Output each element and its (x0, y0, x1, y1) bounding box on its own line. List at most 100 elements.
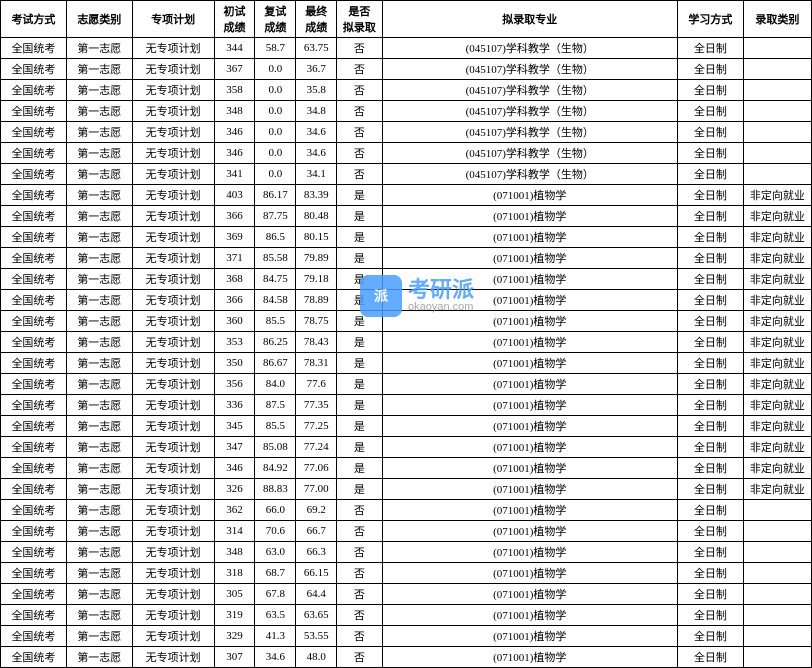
cell-exam: 全国统考 (1, 479, 67, 500)
cell-s2: 84.92 (255, 458, 296, 479)
cell-wish: 第一志愿 (66, 269, 132, 290)
cell-s1: 347 (214, 437, 255, 458)
cell-plan: 无专项计划 (132, 185, 214, 206)
cell-wish: 第一志愿 (66, 122, 132, 143)
cell-major: (071001)植物学 (382, 563, 677, 584)
cell-s3: 66.3 (296, 542, 337, 563)
cell-wish: 第一志愿 (66, 500, 132, 521)
table-row: 全国统考第一志愿无专项计划31470.666.7否(071001)植物学全日制 (1, 521, 812, 542)
cell-major: (045107)学科教学（生物） (382, 164, 677, 185)
table-row: 全国统考第一志愿无专项计划30734.648.0否(071001)植物学全日制 (1, 647, 812, 668)
cell-wish: 第一志愿 (66, 395, 132, 416)
cell-s1: 341 (214, 164, 255, 185)
cell-plan: 无专项计划 (132, 80, 214, 101)
cell-major: (071001)植物学 (382, 647, 677, 668)
cell-plan: 无专项计划 (132, 458, 214, 479)
cell-exam: 全国统考 (1, 269, 67, 290)
cell-s1: 368 (214, 269, 255, 290)
cell-major: (045107)学科教学（生物） (382, 59, 677, 80)
cell-s2: 85.5 (255, 416, 296, 437)
cell-s3: 78.89 (296, 290, 337, 311)
cell-wish: 第一志愿 (66, 563, 132, 584)
cell-admit: 是 (337, 311, 382, 332)
cell-s2: 67.8 (255, 584, 296, 605)
cell-study: 全日制 (677, 311, 743, 332)
header-s2: 复试成绩 (255, 1, 296, 38)
cell-major: (045107)学科教学（生物） (382, 143, 677, 164)
cell-exam: 全国统考 (1, 164, 67, 185)
cell-exam: 全国统考 (1, 584, 67, 605)
cell-study: 全日制 (677, 521, 743, 542)
cell-major: (071001)植物学 (382, 248, 677, 269)
cell-type (743, 563, 811, 584)
cell-s1: 366 (214, 206, 255, 227)
cell-wish: 第一志愿 (66, 38, 132, 59)
cell-type: 非定向就业 (743, 479, 811, 500)
table-row: 全国统考第一志愿无专项计划3480.034.8否(045107)学科教学（生物）… (1, 101, 812, 122)
cell-admit: 是 (337, 374, 382, 395)
cell-wish: 第一志愿 (66, 80, 132, 101)
header-plan: 专项计划 (132, 1, 214, 38)
table-row: 全国统考第一志愿无专项计划36687.7580.48是(071001)植物学全日… (1, 206, 812, 227)
table-row: 全国统考第一志愿无专项计划34863.066.3否(071001)植物学全日制 (1, 542, 812, 563)
cell-exam: 全国统考 (1, 542, 67, 563)
cell-plan: 无专项计划 (132, 395, 214, 416)
cell-study: 全日制 (677, 101, 743, 122)
cell-admit: 是 (337, 416, 382, 437)
cell-s2: 84.58 (255, 290, 296, 311)
cell-wish: 第一志愿 (66, 101, 132, 122)
table-row: 全国统考第一志愿无专项计划3580.035.8否(045107)学科教学（生物）… (1, 80, 812, 101)
cell-type (743, 59, 811, 80)
cell-s3: 63.65 (296, 605, 337, 626)
cell-s3: 79.18 (296, 269, 337, 290)
cell-s2: 86.25 (255, 332, 296, 353)
cell-plan: 无专项计划 (132, 206, 214, 227)
cell-s1: 369 (214, 227, 255, 248)
cell-s3: 78.31 (296, 353, 337, 374)
cell-s1: 318 (214, 563, 255, 584)
cell-major: (071001)植物学 (382, 416, 677, 437)
cell-type (743, 500, 811, 521)
cell-major: (045107)学科教学（生物） (382, 101, 677, 122)
cell-study: 全日制 (677, 437, 743, 458)
table-row: 全国统考第一志愿无专项计划37185.5879.89是(071001)植物学全日… (1, 248, 812, 269)
cell-s3: 66.15 (296, 563, 337, 584)
cell-study: 全日制 (677, 374, 743, 395)
cell-type (743, 143, 811, 164)
cell-plan: 无专项计划 (132, 122, 214, 143)
cell-study: 全日制 (677, 227, 743, 248)
cell-s3: 35.8 (296, 80, 337, 101)
cell-s3: 77.35 (296, 395, 337, 416)
cell-s2: 88.83 (255, 479, 296, 500)
header-study: 学习方式 (677, 1, 743, 38)
cell-s1: 329 (214, 626, 255, 647)
cell-s2: 86.17 (255, 185, 296, 206)
cell-study: 全日制 (677, 269, 743, 290)
cell-s1: 346 (214, 458, 255, 479)
cell-type (743, 521, 811, 542)
cell-s2: 86.5 (255, 227, 296, 248)
cell-type (743, 584, 811, 605)
cell-plan: 无专项计划 (132, 227, 214, 248)
cell-wish: 第一志愿 (66, 437, 132, 458)
cell-s3: 34.1 (296, 164, 337, 185)
cell-admit: 是 (337, 206, 382, 227)
cell-exam: 全国统考 (1, 332, 67, 353)
cell-s3: 53.55 (296, 626, 337, 647)
cell-admit: 否 (337, 563, 382, 584)
cell-s3: 77.00 (296, 479, 337, 500)
cell-s3: 69.2 (296, 500, 337, 521)
table-row: 全国统考第一志愿无专项计划36986.580.15是(071001)植物学全日制… (1, 227, 812, 248)
cell-study: 全日制 (677, 458, 743, 479)
cell-type (743, 122, 811, 143)
cell-plan: 无专项计划 (132, 374, 214, 395)
cell-s2: 87.5 (255, 395, 296, 416)
cell-type (743, 647, 811, 668)
cell-exam: 全国统考 (1, 59, 67, 80)
cell-plan: 无专项计划 (132, 311, 214, 332)
admission-table: 考试方式 志愿类别 专项计划 初试成绩 复试成绩 最终成绩 是否拟录取 拟录取专… (0, 0, 812, 668)
cell-admit: 否 (337, 164, 382, 185)
cell-s2: 63.0 (255, 542, 296, 563)
cell-wish: 第一志愿 (66, 542, 132, 563)
cell-s3: 77.24 (296, 437, 337, 458)
